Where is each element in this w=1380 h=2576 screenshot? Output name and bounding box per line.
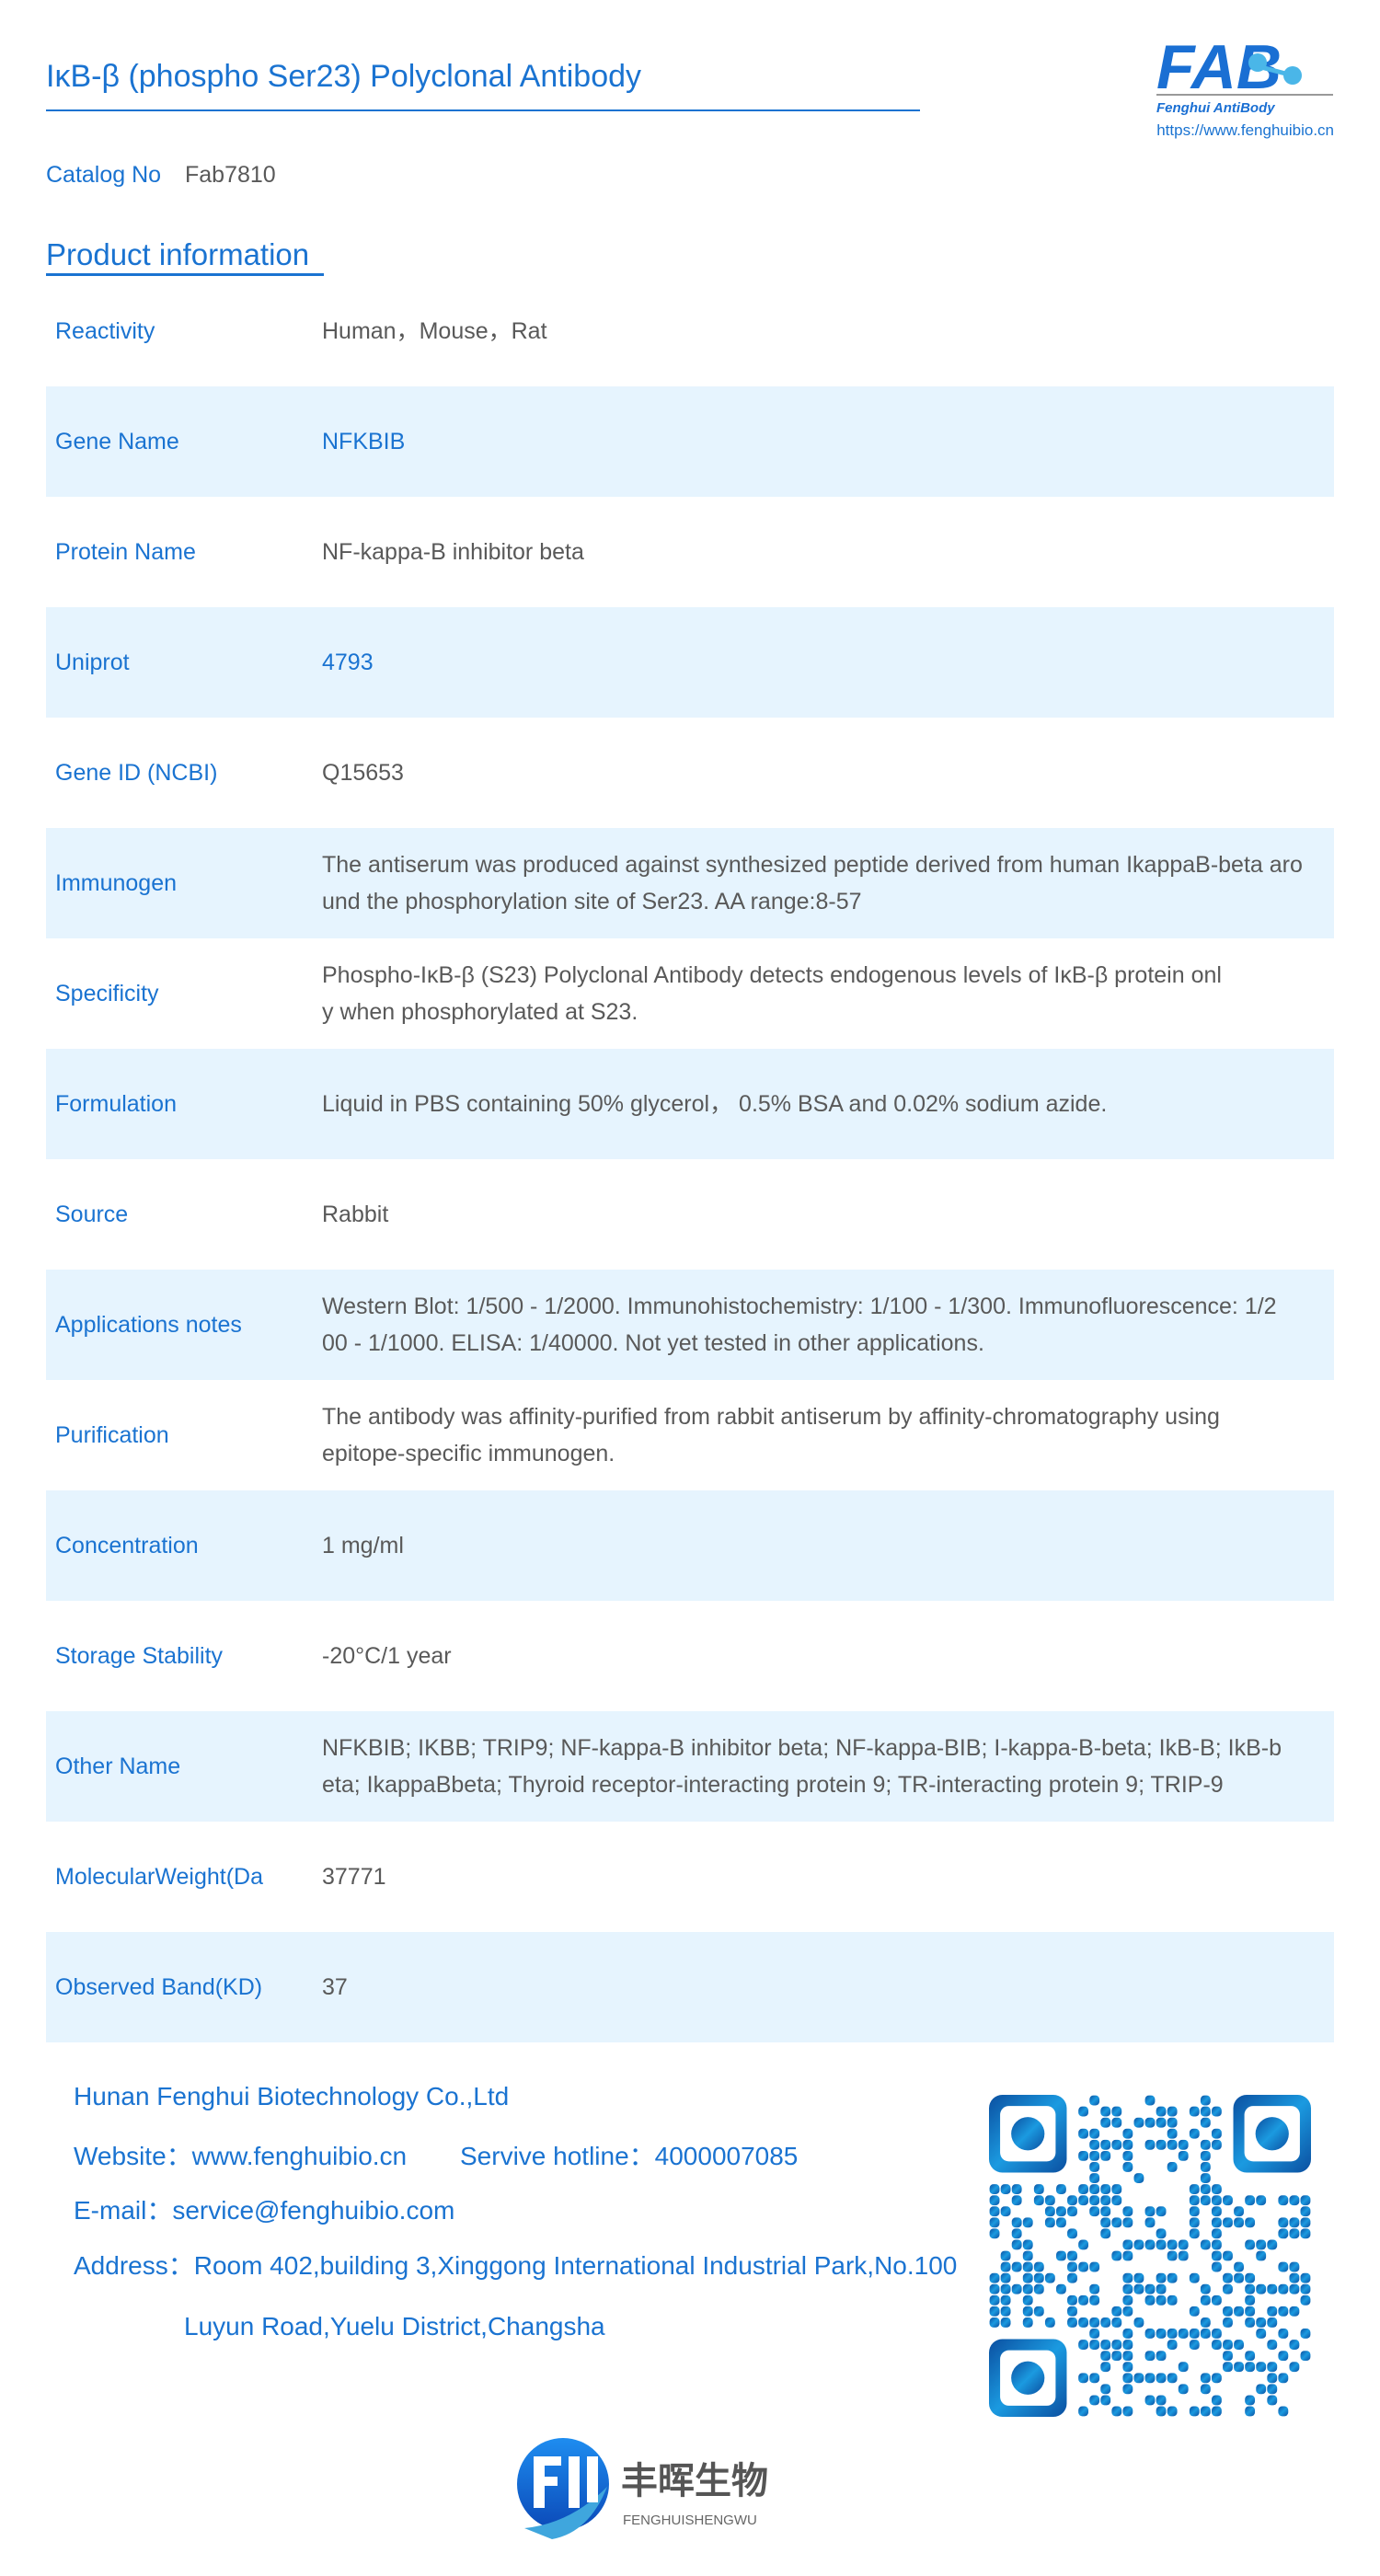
row-value: Western Blot: 1/500 - 1/2000. Immunohist… — [322, 1288, 1334, 1362]
row-label: Specificity — [55, 980, 159, 1006]
table-row: Protein Name NF-kappa-B inhibitor beta — [46, 497, 1334, 607]
row-value-line: Q15653 — [322, 760, 404, 786]
email-link[interactable]: E-mail：service@fenghuibio.com — [74, 2196, 455, 2225]
address-line-2: Luyun Road,Yuelu District,Changsha — [184, 2312, 605, 2340]
table-row: Applications notes Western Blot: 1/500 - … — [46, 1270, 1334, 1380]
row-value-line: NF-kappa-B inhibitor beta — [322, 539, 584, 565]
bottom-logo-pinyin: FENGHUISHENGWU — [623, 2513, 757, 2528]
row-value-line: Rabbit — [322, 1202, 389, 1227]
logo-url-link[interactable]: https://www.fenghuibio.cn — [1156, 121, 1334, 139]
title-divider — [46, 109, 920, 111]
table-row: Source Rabbit — [46, 1159, 1334, 1270]
fab-logo: FAB Fenghui AntiBody — [1155, 32, 1339, 118]
row-label: Gene Name — [55, 428, 179, 454]
row-value: -20°C/1 year — [322, 1638, 1334, 1674]
row-value-line: 37771 — [322, 1864, 386, 1890]
row-value: NFKBIB; IKBB; TRIP9; NF-kappa-B inhibito… — [322, 1730, 1334, 1803]
catalog-value: Fab7810 — [185, 162, 276, 188]
hotline-text: Servive hotline：4000007085 — [460, 2142, 799, 2170]
fenghui-bottom-logo: 丰晖生物 FENGHUISHENGWU — [515, 2436, 810, 2547]
table-row: Concentration 1 mg/ml — [46, 1490, 1334, 1601]
qr-code-image — [989, 2095, 1311, 2417]
row-value-line: Phospho-IκB-β (S23) Polyclonal Antibody … — [322, 962, 1222, 988]
row-value: Q15653 — [322, 754, 1334, 791]
row-value: 37771 — [322, 1858, 1334, 1895]
table-row: Formulation Liquid in PBS containing 50% … — [46, 1049, 1334, 1159]
row-label: Concentration — [55, 1532, 199, 1558]
table-row: Immunogen The antiserum was produced agai… — [46, 828, 1334, 938]
row-label: Other Name — [55, 1753, 181, 1779]
row-value: Phospho-IκB-β (S23) Polyclonal Antibody … — [322, 957, 1334, 1030]
table-row: Purification The antibody was affinity-pu… — [46, 1380, 1334, 1490]
row-value: The antibody was affinity-purified from … — [322, 1398, 1334, 1472]
product-info-table: Reactivity Human，Mouse，Rat Gene Name NFKBIB… — [46, 276, 1334, 2042]
row-value-line: eta; IkappaBbeta; Thyroid receptor-inter… — [322, 1772, 1224, 1798]
row-label: Immunogen — [55, 869, 178, 896]
fab-logo-subtitle: Fenghui AntiBody — [1156, 100, 1275, 116]
row-value: 1 mg/ml — [322, 1527, 1334, 1564]
page-title: IκB-β (phospho Ser23) Polyclonal Antibod… — [46, 59, 642, 94]
table-row: Specificity Phospho-IκB-β (S23) Polyclona… — [46, 938, 1334, 1049]
row-value: 37 — [322, 1969, 1334, 2006]
row-value-line: Human，Mouse，Rat — [322, 318, 547, 344]
row-value: Human，Mouse，Rat — [322, 313, 1334, 350]
row-value[interactable]: NFKBIB — [322, 423, 1334, 460]
row-label: MolecularWeight(Da — [55, 1863, 264, 1890]
row-label: Purification — [55, 1421, 169, 1448]
row-label: Formulation — [55, 1090, 177, 1117]
row-value-line: Liquid in PBS containing 50% glycerol， 0… — [322, 1091, 1108, 1117]
bottom-logo-chinese: 丰晖生物 — [621, 2460, 768, 2502]
row-label: Applications notes — [55, 1311, 242, 1338]
row-value-line: 37 — [322, 1974, 348, 2000]
row-value[interactable]: 4793 — [322, 644, 1334, 681]
row-label: Protein Name — [55, 538, 196, 565]
section-underline — [46, 273, 324, 276]
table-row: Observed Band(KD) 37 — [46, 1932, 1334, 2042]
table-row: MolecularWeight(Da 37771 — [46, 1822, 1334, 1932]
row-value: The antiserum was produced against synth… — [322, 846, 1334, 920]
row-value-line: The antibody was affinity-purified from … — [322, 1404, 1220, 1430]
website-link[interactable]: Website：www.fenghuibio.cn — [74, 2142, 408, 2170]
company-name: Hunan Fenghui Biotechnology Co.,Ltd — [74, 2082, 510, 2110]
row-value-line: The antiserum was produced against synth… — [322, 852, 1303, 878]
table-row: Storage Stability -20°C/1 year — [46, 1601, 1334, 1711]
section-title: Product information — [46, 237, 310, 271]
row-label: Gene ID (NCBI) — [55, 759, 218, 786]
row-value-line: und the phosphorylation site of Ser23. A… — [322, 889, 862, 914]
row-label: Reactivity — [55, 317, 155, 344]
row-label: Uniprot — [55, 649, 130, 675]
table-row: Gene Name NFKBIB — [46, 386, 1334, 497]
table-row: Uniprot 4793 — [46, 607, 1334, 718]
row-label: Source — [55, 1201, 129, 1227]
catalog-label: Catalog No — [46, 162, 162, 188]
row-value-line: Western Blot: 1/500 - 1/2000. Immunohist… — [322, 1294, 1277, 1319]
row-value: Rabbit — [322, 1196, 1334, 1233]
row-value-line: 4793 — [322, 650, 374, 675]
row-label: Storage Stability — [55, 1642, 224, 1669]
address-line-1: Address：Room 402,building 3,Xinggong Int… — [74, 2251, 958, 2280]
row-value-line: NFKBIB — [322, 429, 406, 454]
row-value: Liquid in PBS containing 50% glycerol， 0… — [322, 1086, 1334, 1122]
row-value-line: 00 - 1/1000. ELISA: 1/40000. Not yet tes… — [322, 1330, 984, 1356]
row-value-line: 1 mg/ml — [322, 1533, 404, 1558]
row-value-line: -20°C/1 year — [322, 1643, 452, 1669]
table-row: Gene ID (NCBI) Q15653 — [46, 718, 1334, 828]
table-row: Reactivity Human，Mouse，Rat — [46, 276, 1334, 386]
row-label: Observed Band(KD) — [55, 1973, 263, 2000]
table-row: Other Name NFKBIB; IKBB; TRIP9; NF-kappa-… — [46, 1711, 1334, 1822]
row-value-line: y when phosphorylated at S23. — [322, 999, 638, 1025]
row-value-line: NFKBIB; IKBB; TRIP9; NF-kappa-B inhibito… — [322, 1735, 1282, 1761]
row-value: NF-kappa-B inhibitor beta — [322, 534, 1334, 570]
row-value-line: epitope-specific immunogen. — [322, 1441, 615, 1466]
